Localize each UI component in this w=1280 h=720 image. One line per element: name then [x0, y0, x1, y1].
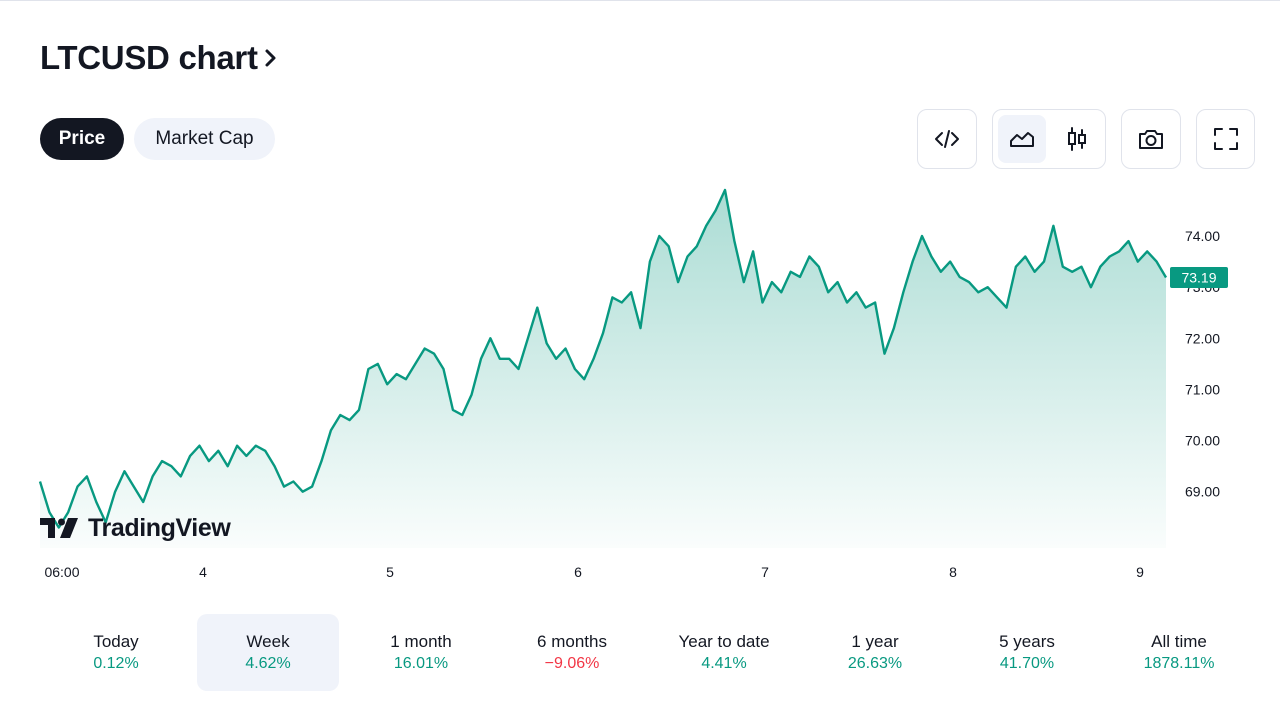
area-chart-icon [1010, 132, 1034, 147]
period-label: 5 years [999, 631, 1055, 651]
top-divider [0, 0, 1280, 1]
period-label: Week [246, 631, 290, 651]
period-label: 1 year [851, 631, 899, 651]
period-week[interactable]: Week 4.62% [197, 614, 339, 691]
x-axis-tick-label: 6 [574, 564, 582, 580]
area-chart-button[interactable] [998, 115, 1046, 163]
x-axis-tick-label: 7 [761, 564, 769, 580]
last-price-badge: 73.19 [1170, 266, 1228, 288]
embed-toolbar-box [917, 109, 977, 169]
tab-market-cap[interactable]: Market Cap [134, 118, 275, 160]
period-5-years[interactable]: 5 years 41.70% [956, 614, 1098, 691]
chevron-right-icon [264, 47, 280, 69]
x-axis-tick-label: 06:00 [44, 564, 79, 580]
x-axis-tick-label: 9 [1136, 564, 1144, 580]
period-today[interactable]: Today 0.12% [45, 614, 187, 691]
y-axis-tick-label: 71.00 [1185, 381, 1220, 397]
x-axis-tick-label: 4 [199, 564, 207, 580]
period-change: 26.63% [847, 654, 903, 672]
embed-button[interactable] [923, 115, 971, 163]
candlestick-button[interactable] [1053, 115, 1101, 163]
fullscreen-toolbar-box [1196, 109, 1255, 169]
tradingview-logo[interactable]: TradingView [40, 513, 231, 543]
period-1-year[interactable]: 1 year 26.63% [804, 614, 946, 691]
y-axis-tick-label: 72.00 [1185, 330, 1220, 346]
camera-icon [1139, 130, 1163, 149]
fullscreen-icon [1214, 128, 1238, 150]
x-axis-tick-label: 5 [386, 564, 394, 580]
period-change: 4.41% [701, 654, 747, 672]
period-change: 16.01% [393, 654, 449, 672]
fullscreen-button[interactable] [1202, 115, 1250, 163]
x-axis-tick-label: 8 [949, 564, 957, 580]
y-axis-tick-label: 70.00 [1185, 433, 1220, 449]
page-title: LTCUSD chart [40, 39, 258, 76]
chart-style-toggle-group [992, 109, 1106, 169]
period-change: 0.12% [93, 654, 139, 672]
tradingview-logo-icon [40, 518, 78, 538]
period-change: 1878.11% [1143, 654, 1215, 672]
code-embed-icon [935, 130, 959, 148]
period-change: 41.70% [999, 654, 1055, 672]
period-6-months[interactable]: 6 months −9.06% [501, 614, 643, 691]
period-label: Today [93, 631, 139, 651]
price-line [38, 188, 1168, 529]
last-price-label: 73.19 [1181, 269, 1216, 285]
candlestick-icon [1068, 127, 1086, 151]
period-1-month[interactable]: 1 month 16.01% [350, 614, 492, 691]
period-label: 6 months [537, 631, 607, 651]
period-change: −9.06% [544, 654, 600, 672]
tab-price[interactable]: Price [40, 118, 124, 160]
snapshot-toolbar-box [1121, 109, 1181, 169]
snapshot-button[interactable] [1127, 115, 1175, 163]
chart-title-link[interactable]: LTCUSD chart [40, 36, 280, 80]
performance-periods: Today 0.12% Week 4.62% 1 month 16.01% 6 mon… [40, 614, 1254, 691]
period-change: 4.62% [245, 654, 291, 672]
y-axis-tick-label: 74.00 [1185, 228, 1220, 244]
tradingview-wordmark: TradingView [88, 513, 231, 542]
period-label: 1 month [390, 631, 452, 651]
period-label: All time [1151, 631, 1207, 651]
y-axis-tick-label: 69.00 [1185, 484, 1220, 500]
period-year-to-date[interactable]: Year to date 4.41% [653, 614, 795, 691]
period-label: Year to date [678, 631, 770, 651]
price-area-fill [40, 190, 1166, 548]
period-all-time[interactable]: All time 1878.11% [1108, 614, 1250, 691]
